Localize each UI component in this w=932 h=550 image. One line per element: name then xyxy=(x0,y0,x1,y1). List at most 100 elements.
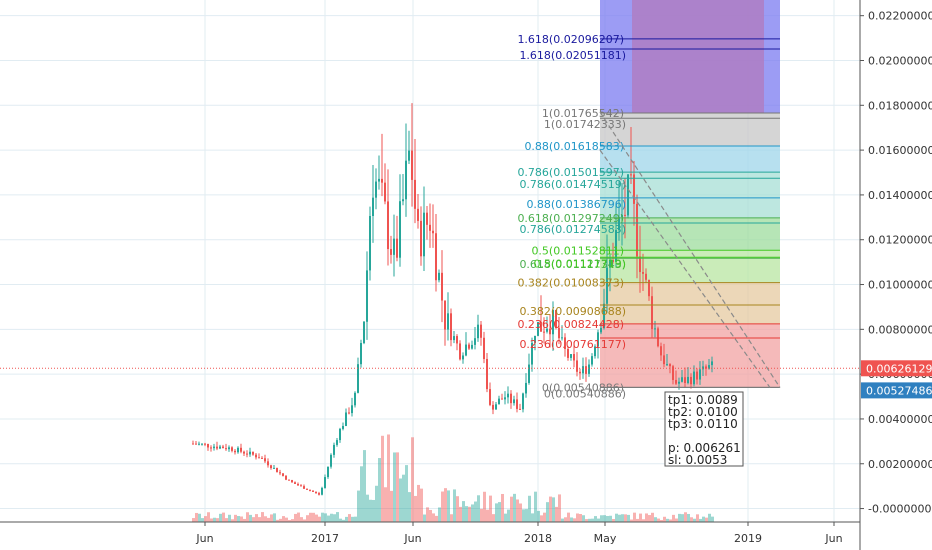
volume-bar xyxy=(567,512,570,522)
volume-bar xyxy=(384,487,387,522)
volume-bar xyxy=(360,466,363,522)
volume-bar xyxy=(627,514,630,522)
volume-bar xyxy=(291,519,294,522)
candle-body xyxy=(693,371,695,385)
fib-zone xyxy=(600,145,780,173)
candle-body xyxy=(411,150,413,180)
fib-label: 0.236(0.00824428) xyxy=(517,318,624,331)
volume-bar xyxy=(468,506,471,522)
volume-bar xyxy=(504,513,507,522)
candle-body xyxy=(234,450,236,453)
candle-body xyxy=(468,344,470,349)
fib-label: 0(0.00540886) xyxy=(544,387,626,400)
candle-body xyxy=(510,393,512,404)
candle-body xyxy=(630,174,632,176)
fib-label: 0.618(0.01117343) xyxy=(519,258,626,271)
tp1-text: tp1: 0.0089 xyxy=(668,393,738,407)
candle-body xyxy=(669,364,671,367)
volume-bar xyxy=(531,513,534,522)
volume-bar xyxy=(366,494,369,522)
candle-body xyxy=(369,216,371,271)
candle-body xyxy=(570,354,572,358)
volume-bar xyxy=(414,495,417,522)
volume-bar xyxy=(624,514,627,522)
price-tag-label: 0.00626129 xyxy=(866,362,932,375)
volume-bar xyxy=(369,499,372,522)
candle-body xyxy=(678,381,680,384)
candle-body xyxy=(546,328,548,332)
candle-body xyxy=(318,493,320,495)
volume-bar xyxy=(342,519,345,522)
volume-bar xyxy=(480,508,483,522)
candle-body xyxy=(444,300,446,330)
candle-body xyxy=(645,273,647,280)
volume-bar xyxy=(498,502,501,522)
volume-bar xyxy=(555,506,558,522)
volume-bar xyxy=(651,512,654,522)
candle-body xyxy=(651,296,653,330)
candle-body xyxy=(441,272,443,301)
candle-body xyxy=(255,454,257,458)
y-tick-label: 0.01400000 xyxy=(868,189,932,202)
volume-bar xyxy=(597,518,600,522)
candle-body xyxy=(396,238,398,258)
volume-bar xyxy=(219,513,222,522)
candle-body xyxy=(642,272,644,274)
fib-label: 0.382(0.01008373) xyxy=(517,277,624,290)
candle-body xyxy=(465,344,467,356)
volume-bar xyxy=(327,515,330,522)
volume-bar xyxy=(294,513,297,522)
candle-body xyxy=(684,377,686,383)
volume-bar xyxy=(543,512,546,522)
volume-bar xyxy=(363,450,366,522)
volume-bar xyxy=(309,512,312,522)
volume-bar xyxy=(486,509,489,522)
candle-body xyxy=(408,150,410,161)
candle-body xyxy=(195,443,197,445)
candle-body xyxy=(360,343,362,365)
volume-bar xyxy=(606,515,609,522)
price-tag: 0.00527486 xyxy=(861,382,932,399)
candle-body xyxy=(594,346,596,357)
volume-bar xyxy=(657,518,660,522)
candle-body xyxy=(705,366,707,369)
y-tick-label: 0.01600000 xyxy=(868,144,932,157)
candle-body xyxy=(696,371,698,380)
volume-bar xyxy=(645,513,648,522)
candle-body xyxy=(690,376,692,385)
candle-body xyxy=(285,475,287,480)
candle-body xyxy=(225,448,227,450)
candle-body xyxy=(399,201,401,258)
targets-box: tp1: 0.0089 tp2: 0.0100 tp3: 0.0110 p: 0… xyxy=(664,391,744,467)
candle-body xyxy=(264,458,266,462)
volume-bar xyxy=(375,485,378,522)
candle-body xyxy=(540,322,542,332)
candle-body xyxy=(603,303,605,329)
candle-body xyxy=(261,457,263,459)
volume-bar xyxy=(240,516,243,522)
candle-body xyxy=(480,324,482,338)
volume-bar xyxy=(513,493,516,522)
volume-bar xyxy=(441,491,444,522)
volume-bar xyxy=(192,518,195,522)
volume-bar xyxy=(201,518,204,522)
volume-bar xyxy=(546,502,549,522)
candle-body xyxy=(474,338,476,345)
fib-label: 0.5(0.01121719) xyxy=(533,257,626,270)
candle-body xyxy=(597,332,599,347)
candle-body xyxy=(711,361,713,366)
volume-bar xyxy=(465,506,468,522)
candle-body xyxy=(621,214,623,217)
volume-bar xyxy=(399,478,402,522)
candle-body xyxy=(252,451,254,455)
volume-bar xyxy=(609,515,612,522)
volume-bar xyxy=(435,515,438,522)
volume-bar xyxy=(225,518,228,522)
candle-body xyxy=(672,366,674,380)
volume-bar xyxy=(216,518,219,522)
candle-body xyxy=(573,354,575,361)
fib-zone-top xyxy=(632,0,764,114)
candle-body xyxy=(477,324,479,339)
